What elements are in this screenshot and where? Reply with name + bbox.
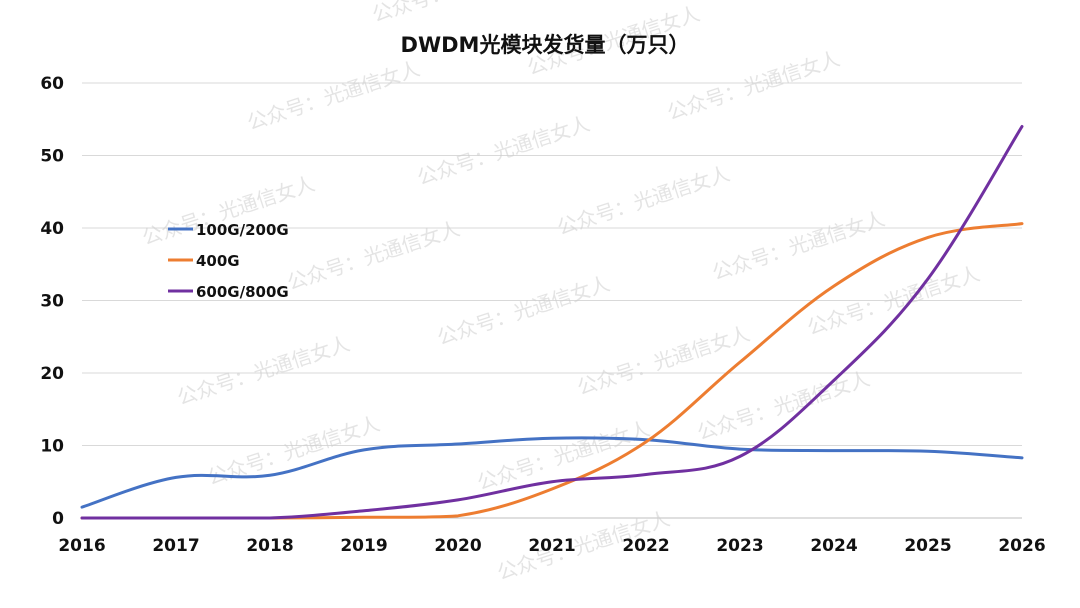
watermark-text: 公众号：光通信女人: [709, 206, 888, 284]
watermark-text: 公众号：光通信女人: [574, 321, 753, 399]
x-tick-label: 2023: [716, 536, 763, 556]
legend-label: 100G/200G: [196, 221, 289, 239]
legend-label: 600G/800G: [196, 283, 289, 301]
y-tick-label: 50: [40, 147, 64, 167]
watermark-text: 公众号：光通信女人: [414, 111, 593, 189]
series-layer: [80, 125, 1024, 520]
x-tick-label: 2020: [434, 536, 481, 556]
series-line-2: [80, 125, 1024, 520]
y-tick-label: 30: [40, 292, 64, 312]
watermark-text: 公众号：光通信女人: [664, 46, 843, 124]
watermark-text: 公众号：光通信女人: [244, 56, 423, 134]
x-tick-label: 2018: [246, 536, 293, 556]
y-tick-label: 0: [52, 509, 64, 529]
x-tick-label: 2016: [58, 536, 105, 556]
x-tick-label: 2021: [528, 536, 575, 556]
gridlines: [82, 82, 1022, 519]
watermark-text: 公众号：光通信女人: [434, 271, 613, 349]
y-tick-label: 60: [40, 74, 64, 94]
series-line-0: [80, 436, 1024, 509]
x-tick-label: 2019: [340, 536, 387, 556]
y-tick-label: 10: [40, 437, 64, 457]
legend: 100G/200G 400G 600G/800G: [168, 221, 289, 301]
watermark-text: 公众号：光通信女人: [369, 0, 548, 27]
x-tick-label: 2025: [904, 536, 951, 556]
y-tick-label: 20: [40, 364, 64, 384]
x-tick-label: 2026: [998, 536, 1045, 556]
watermark-text: 公众号：光通信女人: [174, 331, 353, 409]
y-tick-label: 40: [40, 219, 64, 239]
legend-label: 400G: [196, 252, 240, 270]
x-tick-label: 2017: [152, 536, 199, 556]
chart-title: DWDM光模块发货量（万只）: [401, 33, 690, 57]
axes: 0 10 20 30 40 50 60 2016 2017 2018 2019 2020 2021 202…: [40, 74, 1045, 556]
x-tick-label: 2024: [810, 536, 857, 556]
x-tick-label: 2022: [622, 536, 669, 556]
